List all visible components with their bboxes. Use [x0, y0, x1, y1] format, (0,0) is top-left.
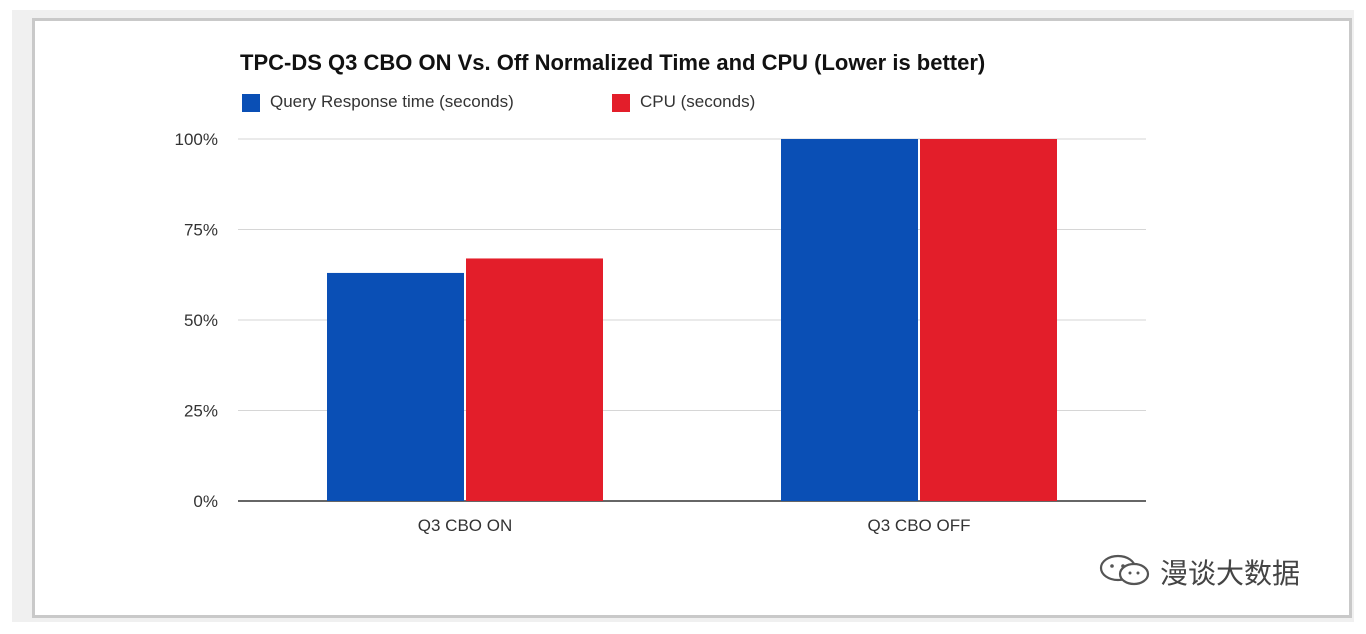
wechat-logo-icon	[1099, 554, 1150, 586]
y-tick-label: 50%	[184, 311, 218, 330]
y-tick-label: 100%	[175, 130, 218, 149]
watermark-text: 漫谈大数据	[1160, 557, 1301, 590]
y-tick-label: 75%	[184, 221, 218, 240]
bar	[920, 139, 1057, 501]
bar	[466, 258, 603, 501]
x-tick-label: Q3 CBO OFF	[868, 516, 971, 535]
legend-label-query-response: Query Response time (seconds)	[270, 92, 514, 111]
y-tick-label: 0%	[193, 492, 218, 511]
chart-panel	[32, 18, 1352, 618]
legend-swatch-cpu	[612, 94, 630, 112]
bar	[327, 272, 464, 501]
y-tick-label: 25%	[184, 402, 218, 421]
bar	[781, 139, 918, 501]
legend-label-cpu: CPU (seconds)	[640, 92, 756, 111]
x-tick-label: Q3 CBO ON	[418, 516, 512, 535]
legend-swatch-query-response	[242, 94, 260, 112]
chart-title: TPC-DS Q3 CBO ON Vs. Off Normalized Time…	[240, 50, 986, 75]
